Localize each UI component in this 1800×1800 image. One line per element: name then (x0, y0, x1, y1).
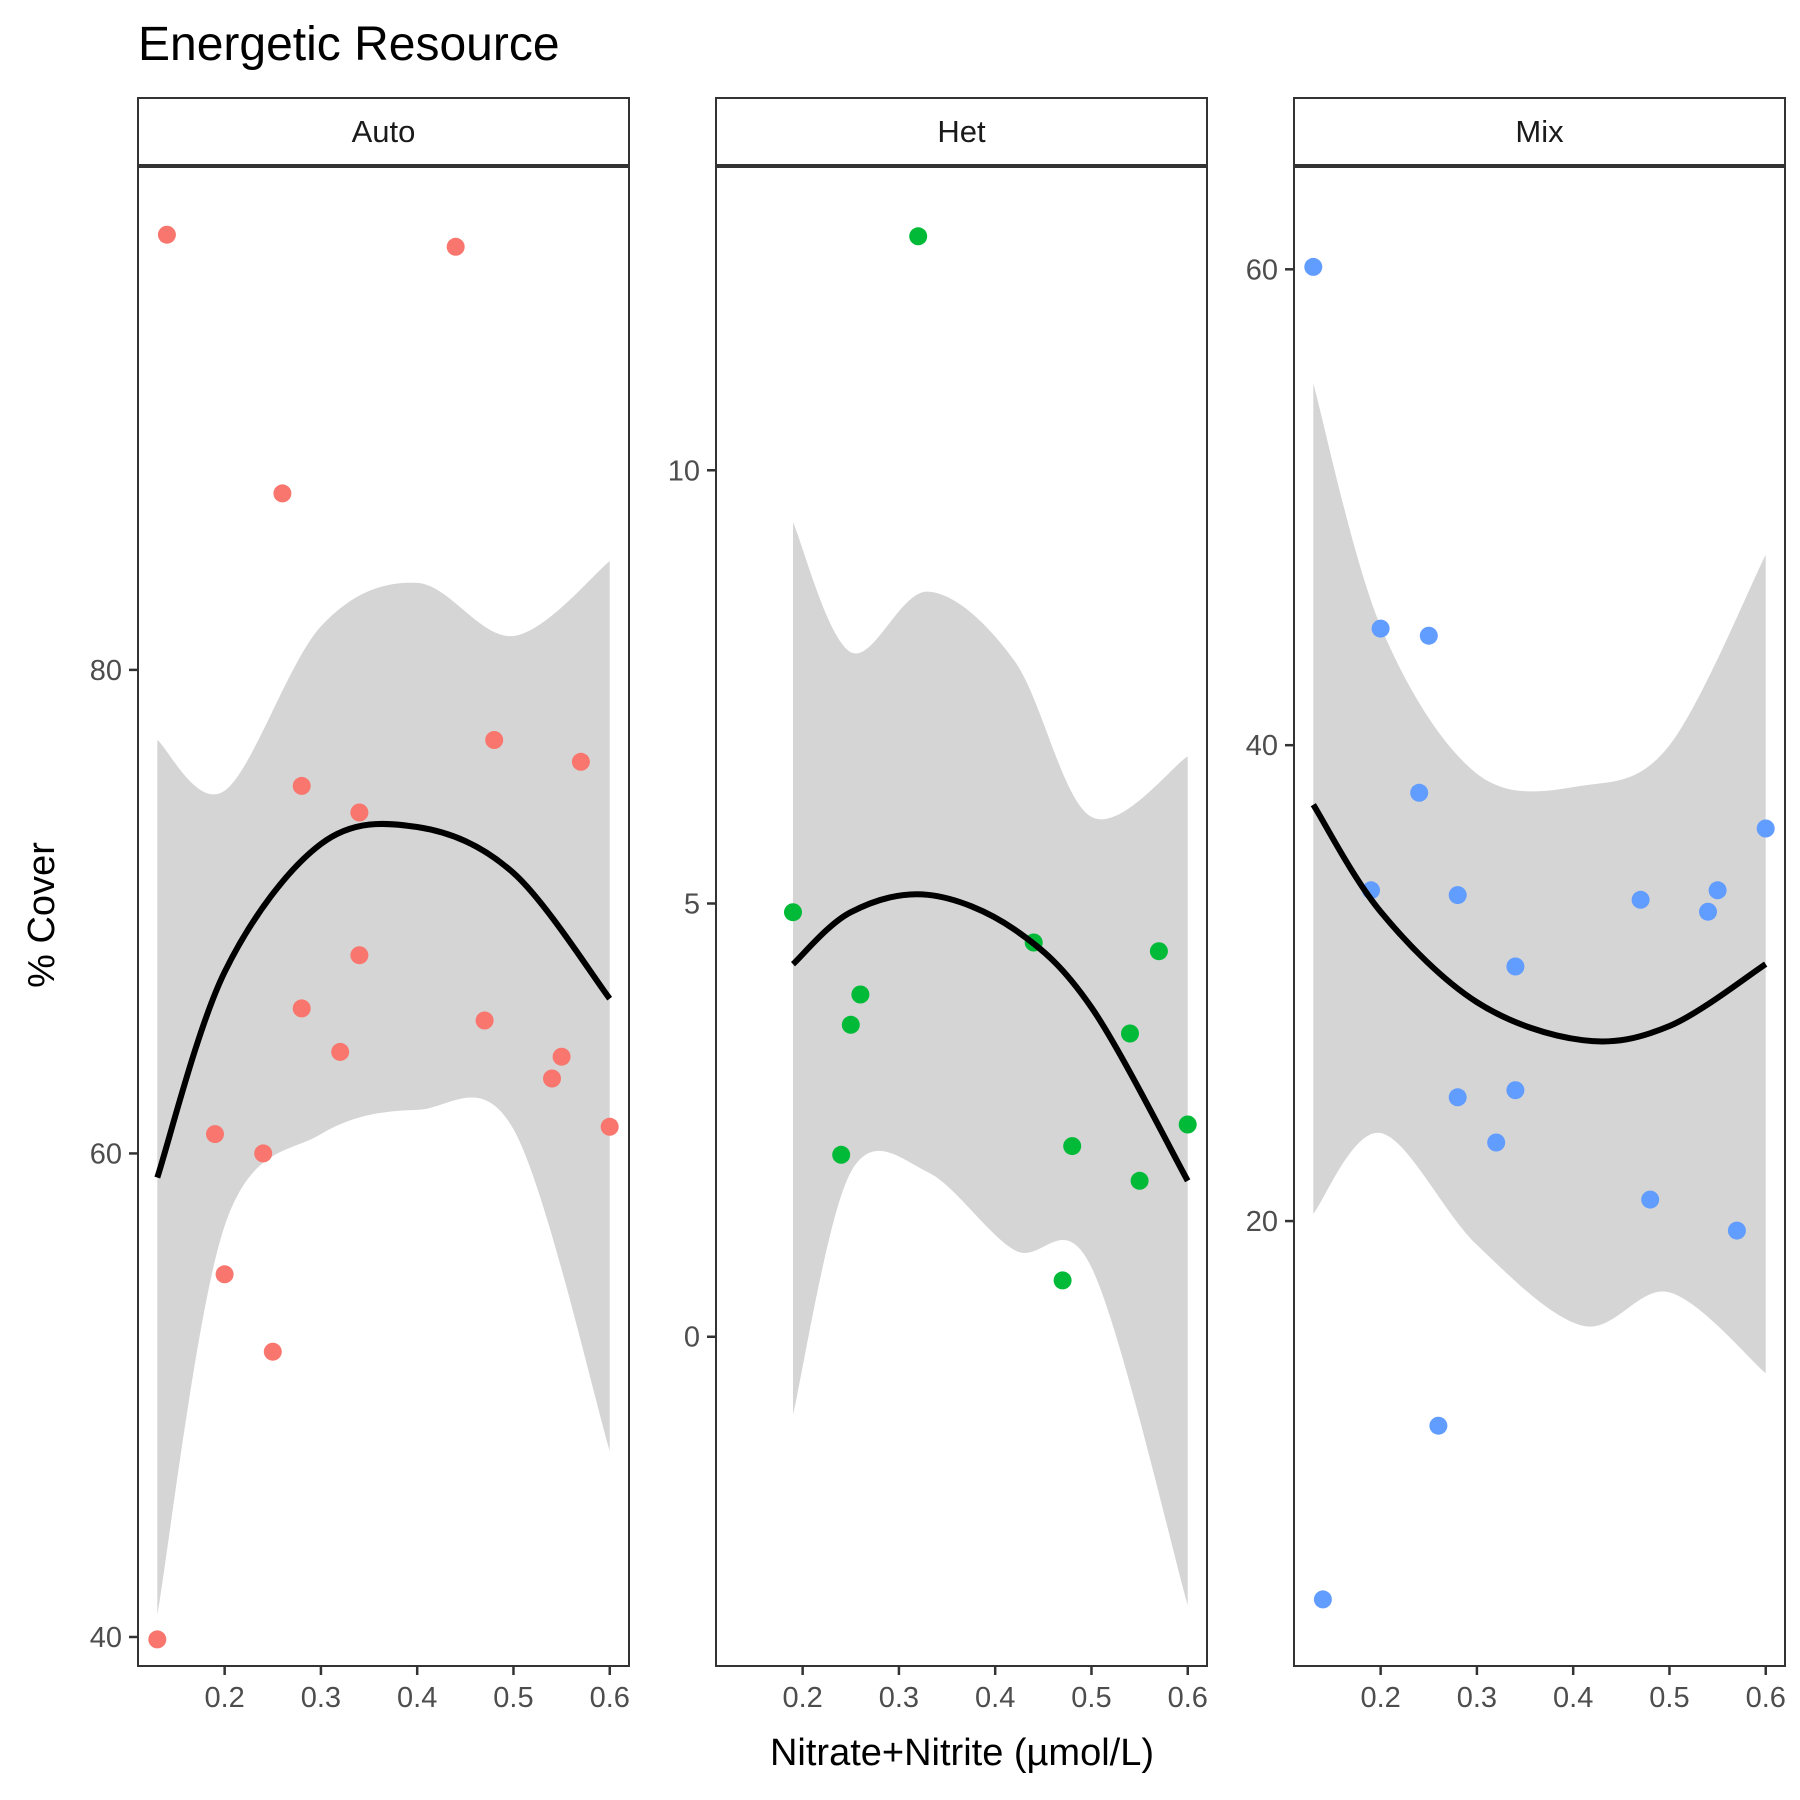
x-tick-label: 0.4 (397, 1682, 437, 1714)
data-point (206, 1125, 224, 1144)
data-point (1487, 1133, 1506, 1152)
data-point (331, 1042, 350, 1061)
data-point (1708, 881, 1727, 900)
x-tick-label: 0.4 (1553, 1682, 1593, 1714)
y-tick-label: 0 (684, 1322, 700, 1354)
data-point (1063, 1137, 1082, 1156)
data-point (1410, 783, 1429, 802)
data-point (446, 237, 465, 256)
x-tick-label: 0.6 (1168, 1682, 1208, 1714)
y-tick-label: 60 (90, 1138, 122, 1170)
fitted-curve (790, 891, 1191, 1183)
y-tick-label: 80 (90, 655, 122, 687)
data-point (841, 1015, 860, 1034)
data-point (273, 484, 292, 503)
data-point (1641, 1190, 1660, 1209)
confidence-band (1313, 383, 1766, 1374)
x-tick-label: 0.5 (1071, 1682, 1111, 1714)
data-point (1053, 1271, 1072, 1290)
x-tick-label: 0.6 (1746, 1682, 1786, 1714)
x-tick-label: 0.2 (204, 1682, 244, 1714)
x-tick-label: 0.3 (301, 1682, 341, 1714)
facet-panel-het: Het 0 5 10 0.2 0.3 0.4 0.5 0.6 (668, 97, 1208, 1714)
data-point (475, 1011, 494, 1030)
data-point (157, 225, 176, 244)
data-point (215, 1265, 234, 1284)
x-tick-label: 0.3 (879, 1682, 919, 1714)
x-tick-label: 0.2 (782, 1682, 822, 1714)
data-point (1149, 942, 1168, 961)
facet-panel-auto: Auto 40 60 80 0.2 0.3 0.4 0.5 0.6 (90, 97, 630, 1714)
data-point (254, 1144, 273, 1163)
panel-border (1293, 166, 1786, 1667)
data-point (1429, 1416, 1448, 1435)
x-axis-label: Nitrate+Nitrite (µmol/L) (770, 1732, 1154, 1774)
data-point (292, 776, 311, 795)
data-point (1178, 1115, 1197, 1134)
data-point (1699, 902, 1717, 921)
data-point (485, 731, 504, 749)
x-tick-label: 0.5 (1649, 1682, 1689, 1714)
facet-strip-label: Het (937, 114, 986, 149)
y-tick-label: 20 (1246, 1206, 1278, 1238)
data-point (832, 1145, 851, 1164)
data-point (851, 985, 870, 1004)
data-point (1313, 1590, 1332, 1609)
data-point (784, 903, 802, 922)
y-axis-label: % Cover (21, 842, 63, 988)
data-point (1727, 1221, 1746, 1240)
data-point (1371, 619, 1390, 638)
confidence-band (793, 522, 1188, 1606)
data-point (263, 1342, 282, 1361)
x-tick-label: 0.6 (590, 1682, 630, 1714)
panel-border (137, 166, 630, 1667)
data-point (552, 1047, 571, 1066)
data-point (600, 1117, 619, 1136)
data-point (148, 1630, 167, 1649)
facet-strip-label: Auto (352, 114, 416, 149)
x-tick-label: 0.4 (975, 1682, 1015, 1714)
data-point (1448, 1088, 1467, 1107)
data-point (1121, 1024, 1139, 1043)
facet-strip-label: Mix (1515, 114, 1564, 149)
fitted-curve (1310, 803, 1768, 1045)
data-point (571, 752, 590, 771)
panel-border (715, 166, 1208, 1667)
x-tick-label: 0.5 (493, 1682, 533, 1714)
y-tick-label: 10 (668, 455, 700, 487)
data-point (1448, 886, 1467, 905)
facet-panels: Auto 40 60 80 0.2 0.3 0.4 0.5 0.6 Het 0 5 10 0.2 0.3 0.… (90, 97, 1786, 1714)
data-point (350, 946, 369, 965)
facet-strip (715, 97, 1208, 166)
y-tick-label: 5 (684, 889, 700, 921)
y-tick-label: 60 (1246, 254, 1278, 286)
y-tick-label: 40 (1246, 730, 1278, 762)
data-point (543, 1069, 561, 1088)
data-point (1506, 957, 1525, 976)
fitted-curve (154, 820, 613, 1179)
data-point (1756, 819, 1775, 838)
x-tick-label: 0.3 (1457, 1682, 1497, 1714)
data-point (1506, 1081, 1525, 1100)
x-tick-label: 0.2 (1360, 1682, 1400, 1714)
facet-strip (1293, 97, 1786, 166)
chart-title: Energetic Resource (138, 18, 560, 71)
facet-strip (137, 97, 630, 166)
data-point (350, 803, 369, 822)
data-point (292, 999, 311, 1018)
data-point (1130, 1171, 1149, 1190)
facet-panel-mix: Mix 20 40 60 0.2 0.3 0.4 0.5 0.6 (1246, 97, 1786, 1714)
data-point (1631, 890, 1650, 909)
confidence-band (157, 561, 610, 1616)
y-tick-label: 40 (90, 1622, 122, 1654)
data-point (1304, 257, 1323, 276)
data-point (1419, 626, 1438, 645)
data-point (909, 227, 928, 246)
